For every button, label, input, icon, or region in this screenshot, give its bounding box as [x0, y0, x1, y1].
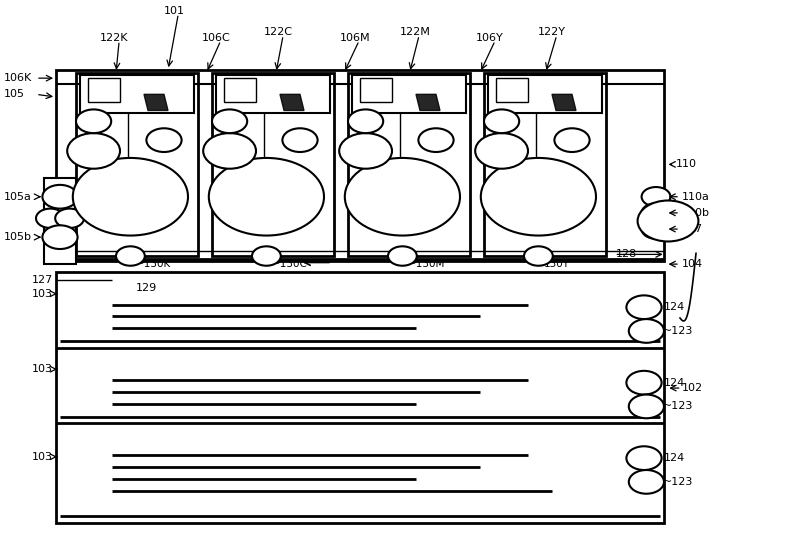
Circle shape [348, 109, 383, 133]
Circle shape [629, 470, 664, 494]
Circle shape [282, 128, 318, 152]
Circle shape [524, 246, 553, 266]
Circle shape [42, 225, 78, 249]
Text: 124: 124 [664, 378, 686, 388]
Text: 130Y: 130Y [544, 259, 570, 269]
Bar [88, 78, 120, 102]
Text: 101: 101 [164, 6, 185, 16]
Polygon shape [144, 94, 168, 110]
Text: 106M: 106M [340, 33, 370, 43]
Text: 127: 127 [32, 275, 54, 285]
Circle shape [209, 158, 324, 236]
Circle shape [76, 109, 111, 133]
Text: 103: 103 [32, 289, 53, 299]
Circle shape [484, 109, 519, 133]
Bar [348, 73, 470, 256]
Text: ~123: ~123 [662, 402, 693, 411]
Bar [216, 75, 330, 113]
Bar [56, 70, 664, 261]
Text: 128: 128 [616, 250, 638, 259]
Text: 106Y: 106Y [476, 33, 504, 43]
Circle shape [55, 209, 84, 228]
Circle shape [146, 128, 182, 152]
Circle shape [203, 133, 256, 169]
Polygon shape [280, 94, 304, 110]
Text: ~130C: ~130C [272, 259, 308, 269]
Text: 122C: 122C [264, 27, 293, 37]
Circle shape [629, 395, 664, 418]
Polygon shape [416, 94, 440, 110]
Bar [212, 73, 334, 256]
Circle shape [626, 446, 662, 470]
Text: 104: 104 [682, 259, 702, 269]
Text: 105a: 105a [4, 192, 32, 202]
Circle shape [36, 209, 65, 228]
Circle shape [629, 319, 664, 343]
Polygon shape [552, 94, 576, 110]
Text: ~123: ~123 [662, 477, 693, 487]
Bar [352, 75, 466, 113]
Text: ~123: ~123 [662, 326, 693, 336]
Bar [360, 78, 392, 102]
Bar [224, 78, 256, 102]
Circle shape [67, 133, 120, 169]
Circle shape [388, 246, 417, 266]
Text: 124: 124 [664, 302, 686, 312]
Bar [488, 75, 602, 113]
Circle shape [252, 246, 281, 266]
Circle shape [475, 133, 528, 169]
Text: 107: 107 [682, 224, 702, 234]
Circle shape [212, 109, 247, 133]
Text: 105b: 105b [4, 232, 32, 242]
Text: 102: 102 [682, 383, 702, 393]
Circle shape [642, 219, 670, 239]
Bar [496, 78, 528, 102]
Bar [76, 73, 198, 256]
Bar [484, 73, 606, 256]
Circle shape [116, 246, 145, 266]
Text: 103: 103 [32, 364, 53, 374]
Circle shape [339, 133, 392, 169]
Circle shape [642, 203, 670, 223]
Text: 105: 105 [4, 89, 25, 99]
Circle shape [73, 158, 188, 236]
Circle shape [642, 187, 670, 206]
Text: ~130M: ~130M [408, 259, 446, 269]
Circle shape [481, 158, 596, 236]
Text: 106C: 106C [202, 33, 230, 43]
Circle shape [554, 128, 590, 152]
Circle shape [418, 128, 454, 152]
Text: 110b: 110b [682, 208, 710, 218]
Circle shape [626, 371, 662, 395]
Circle shape [638, 201, 698, 241]
Bar [80, 75, 194, 113]
Circle shape [345, 158, 460, 236]
Text: ~130K: ~130K [136, 259, 171, 269]
Circle shape [626, 295, 662, 319]
Text: 103: 103 [32, 452, 53, 462]
Text: 124: 124 [664, 453, 686, 463]
Text: 110a: 110a [682, 192, 710, 202]
Bar [56, 272, 664, 523]
Text: 106K: 106K [4, 73, 32, 83]
Circle shape [42, 185, 78, 209]
Text: 110: 110 [676, 160, 697, 169]
Text: 122Y: 122Y [538, 27, 566, 37]
Text: 129: 129 [136, 284, 158, 293]
Bar [44, 178, 76, 264]
Text: 122M: 122M [400, 27, 431, 37]
Text: 122K: 122K [100, 33, 129, 43]
